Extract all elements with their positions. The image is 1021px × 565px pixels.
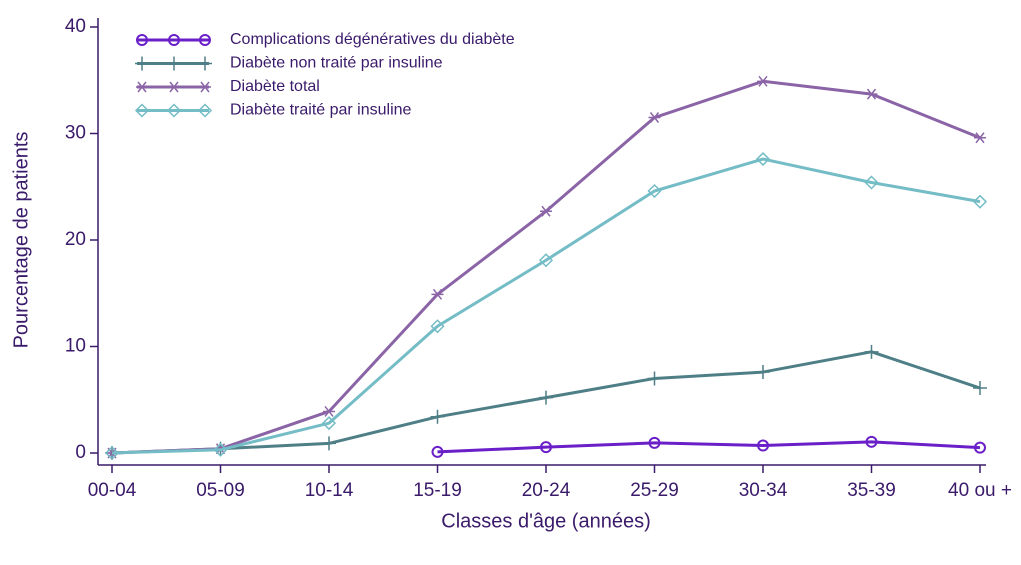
marker: [757, 75, 769, 87]
x-axis-title: Classes d'âge (années): [441, 510, 651, 532]
x-tick-label: 00-04: [88, 480, 137, 501]
marker: [167, 56, 181, 71]
series: [104, 151, 988, 461]
marker: [974, 441, 986, 454]
marker: [198, 56, 212, 71]
marker: [757, 439, 769, 452]
marker: [166, 103, 182, 118]
legend-label: Diabète traité par insuline: [230, 102, 412, 119]
marker: [321, 416, 337, 431]
x-tick-label: 10-14: [305, 480, 354, 501]
marker: [199, 81, 211, 93]
marker: [197, 103, 213, 118]
marker: [430, 319, 445, 334]
x-tick-label: 35-39: [847, 480, 896, 501]
marker: [972, 194, 988, 209]
x-tick-label: 15-19: [413, 480, 462, 501]
legend-label: Diabète non traité par insuline: [230, 55, 443, 72]
y-tick-label: 30: [65, 123, 86, 144]
y-tick-label: 10: [65, 336, 86, 357]
marker: [431, 288, 444, 300]
marker: [136, 34, 148, 46]
marker: [168, 34, 180, 46]
line: [111, 157, 981, 455]
marker: [864, 175, 879, 190]
marker: [540, 441, 552, 454]
marker: [539, 390, 553, 405]
marker: [756, 365, 770, 380]
x-tick-label: 30-34: [739, 480, 788, 501]
marker: [647, 371, 662, 386]
marker: [540, 205, 552, 217]
y-tick-label: 0: [75, 442, 86, 463]
marker: [865, 435, 878, 448]
line: [437, 440, 981, 454]
marker: [323, 405, 335, 417]
x-tick-label: 25-29: [630, 480, 679, 501]
marker: [168, 81, 180, 93]
marker: [648, 112, 661, 123]
y-axis-title: Pourcentage de patients: [10, 132, 32, 349]
marker: [134, 103, 150, 118]
x-tick-label: 40 ou +: [948, 480, 1012, 501]
marker: [104, 445, 120, 461]
marker: [213, 442, 228, 457]
marker: [199, 34, 211, 46]
legend-label: Complications dégénératives du diabète: [230, 31, 515, 48]
marker: [647, 183, 662, 199]
y-tick-label: 40: [65, 16, 86, 37]
marker: [864, 344, 879, 359]
marker: [135, 56, 149, 71]
marker: [865, 88, 878, 100]
marker: [136, 81, 148, 93]
marker: [974, 132, 986, 144]
marker: [431, 445, 444, 458]
legend-label: Diabète total: [230, 78, 320, 95]
marker: [322, 436, 336, 451]
marker: [648, 436, 661, 449]
series: [431, 435, 986, 458]
marker: [430, 409, 445, 424]
y-tick-label: 20: [65, 229, 86, 250]
marker: [973, 381, 987, 396]
x-tick-label: 20-24: [522, 480, 571, 501]
marker: [755, 151, 771, 167]
marker: [538, 253, 554, 268]
x-tick-label: 05-09: [196, 480, 245, 501]
